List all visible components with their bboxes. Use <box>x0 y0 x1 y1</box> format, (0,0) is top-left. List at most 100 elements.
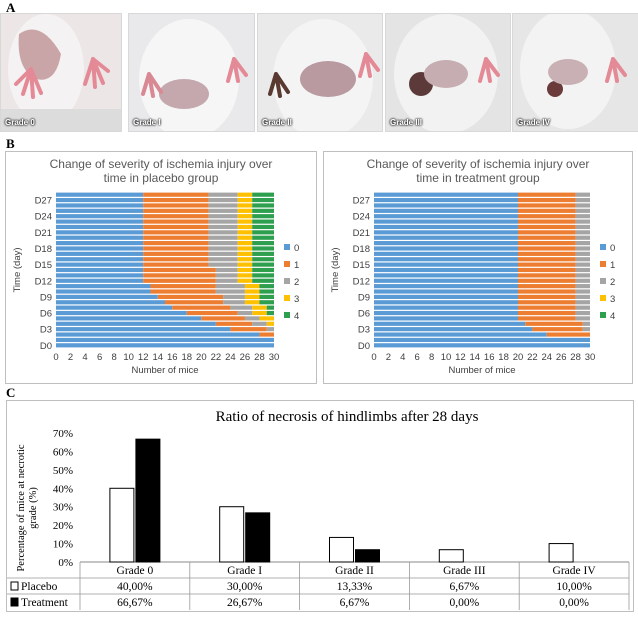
x-tick-label: 18 <box>498 352 509 363</box>
bar-segment <box>518 203 576 208</box>
bar-segment <box>575 284 590 289</box>
bar-segment <box>56 262 144 267</box>
chart-title-line: Change of severity of ischemia injury ov… <box>50 157 273 171</box>
bar-segment <box>208 262 238 267</box>
legend-swatch <box>284 244 290 250</box>
bar-segment <box>374 278 518 283</box>
y-tick-label: D0 <box>40 341 52 352</box>
bar-segment <box>252 203 274 208</box>
bar-segment <box>259 316 274 321</box>
legend-label: 2 <box>294 277 299 288</box>
bar-segment <box>518 316 576 321</box>
bar-segment <box>56 343 274 348</box>
panel-letter-a: A <box>6 0 16 15</box>
bar-segment <box>252 310 267 316</box>
bar-segment <box>259 300 274 305</box>
bar-segment <box>215 273 238 278</box>
bar-segment <box>518 300 576 305</box>
bar-segment <box>518 224 576 230</box>
bar-segment <box>575 246 590 251</box>
bar-segment <box>208 208 238 213</box>
bar-segment <box>56 214 144 219</box>
bar-segment <box>575 294 590 299</box>
x-tick-label: 2 <box>386 352 391 363</box>
y-tick-label: 20% <box>53 520 73 532</box>
bar-segment <box>374 321 526 326</box>
data-label: 0,00% <box>559 597 589 609</box>
x-axis-label: Number of mice <box>448 365 515 376</box>
data-label: 30,00% <box>227 581 263 593</box>
panel-letter-b: B <box>6 136 15 151</box>
x-tick-label: 10 <box>123 352 134 363</box>
bar-segment <box>237 208 253 213</box>
bar-segment <box>172 305 231 310</box>
bar-segment <box>208 241 238 246</box>
bar-segment <box>374 343 590 348</box>
bar-segment <box>252 241 274 246</box>
x-tick-label: 28 <box>570 352 581 363</box>
bar-segment <box>518 262 576 267</box>
x-tick-label: 8 <box>111 352 116 363</box>
bar-segment <box>575 241 590 246</box>
legend-swatch <box>600 261 606 267</box>
bar-segment <box>374 305 518 310</box>
bar-segment <box>575 305 590 310</box>
bar-segment <box>266 305 274 310</box>
bar-segment <box>266 327 274 332</box>
bar-segment <box>56 208 144 213</box>
legend-label: 4 <box>610 311 615 322</box>
y-tick-label: 30% <box>53 502 73 514</box>
data-label: 6,67% <box>449 581 479 593</box>
bar-segment <box>518 235 576 240</box>
bar-segment <box>582 327 590 332</box>
bar-segment <box>157 294 224 299</box>
legend-swatch <box>284 312 290 318</box>
chart-title-line: time in treatment group <box>416 171 540 185</box>
bar-segment <box>56 230 144 235</box>
bar-segment <box>143 257 209 262</box>
bar-segment <box>518 251 576 256</box>
bar-segment <box>237 197 253 203</box>
bar-segment <box>252 321 267 326</box>
mouse-illustration-grade-2 <box>258 14 382 131</box>
bar-segment <box>252 235 274 240</box>
bar-segment <box>518 208 576 213</box>
bar-segment <box>374 203 518 208</box>
bar-segment <box>208 219 238 224</box>
bar-segment <box>208 224 238 230</box>
y-axis-label-line: Percentage of mice at necrotic <box>16 444 27 571</box>
x-tick-label: 24 <box>542 352 553 363</box>
bar-segment <box>143 246 209 251</box>
bar-segment <box>208 203 238 208</box>
chart-title: Ratio of necrosis of hindlimbs after 28 … <box>216 409 479 425</box>
bar-segment <box>237 262 253 267</box>
x-tick-label: 0 <box>53 352 58 363</box>
x-tick-label: 4 <box>400 352 405 363</box>
bar-segment <box>143 273 216 278</box>
legend-label: 3 <box>610 294 615 305</box>
y-axis-label-line: grade (%) <box>28 487 39 529</box>
bar-segment <box>518 310 576 316</box>
bar-segment <box>532 327 583 332</box>
legend-swatch <box>10 597 19 607</box>
bar <box>109 487 135 563</box>
bar-segment <box>575 262 590 267</box>
treatment-chart-svg: Change of severity of ischemia injury ov… <box>330 157 615 376</box>
bar-segment <box>518 192 576 197</box>
bar-segment <box>266 310 274 316</box>
y-tick-label: D27 <box>353 196 370 207</box>
bar-segment <box>518 230 576 235</box>
bar-segment <box>244 289 260 294</box>
bar-segment <box>575 257 590 262</box>
bar-segment <box>374 241 518 246</box>
bar-segment <box>237 214 253 219</box>
bar-segment <box>143 251 209 256</box>
bar-segment <box>143 267 216 273</box>
x-tick-label: 8 <box>429 352 434 363</box>
photo-label: Grade 0 <box>5 118 35 127</box>
bar-segment <box>150 284 216 289</box>
bar-segment <box>575 203 590 208</box>
bar-segment <box>56 257 144 262</box>
bar-segment <box>143 203 209 208</box>
bar-segment <box>208 251 238 256</box>
